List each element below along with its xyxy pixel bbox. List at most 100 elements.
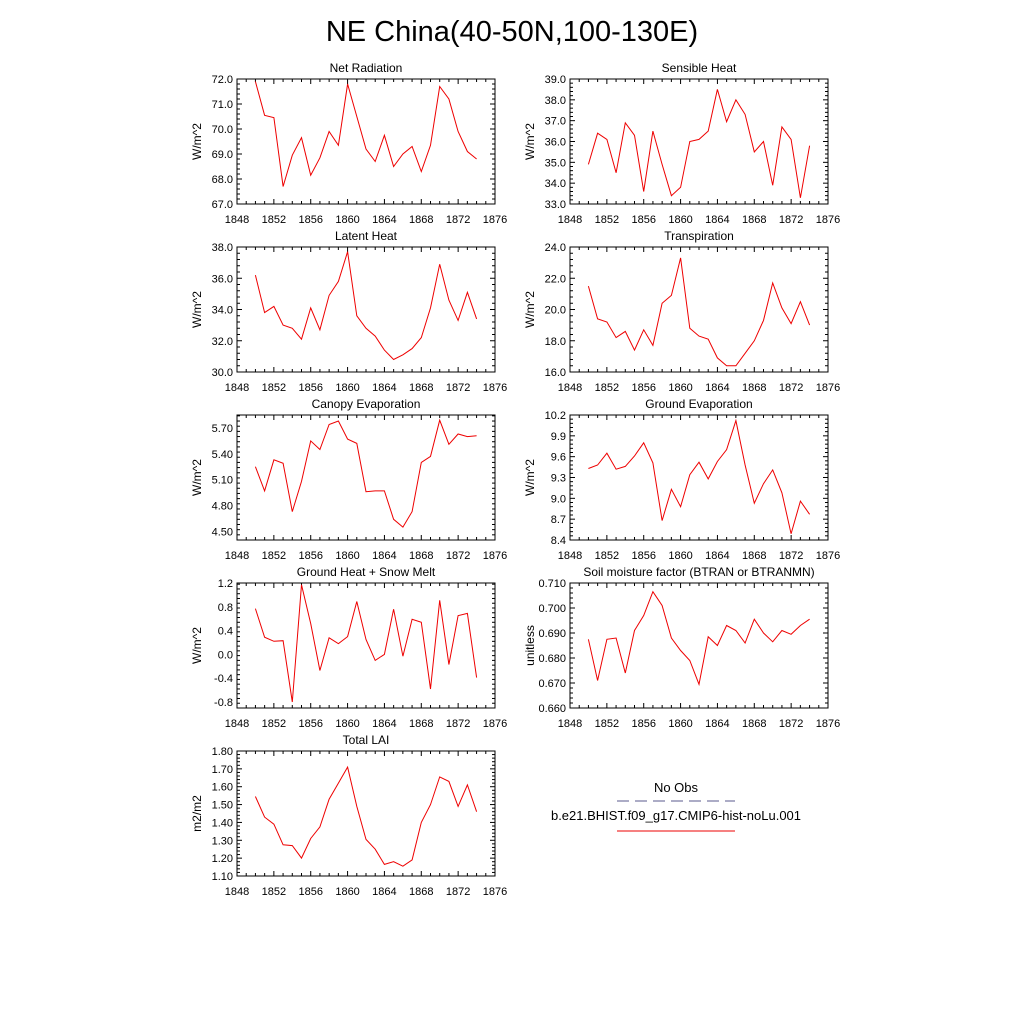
x-tick-label: 1860 — [668, 382, 692, 394]
x-tick-label: 1856 — [298, 718, 322, 730]
x-tick-label: 1852 — [262, 886, 286, 898]
y-tick-label: 4.80 — [212, 501, 233, 513]
y-tick-label: 34.0 — [545, 178, 566, 190]
y-tick-label: 4.50 — [212, 526, 233, 538]
y-tick-label: 36.0 — [545, 137, 566, 149]
x-tick-label: 1860 — [668, 214, 692, 226]
y-tick-label: 0.680 — [538, 653, 566, 665]
x-tick-label: 1868 — [742, 718, 766, 730]
y-tick-label: 9.3 — [551, 473, 566, 485]
x-tick-label: 1848 — [225, 550, 249, 562]
plot-frame — [236, 582, 496, 709]
series-line — [254, 584, 478, 703]
y-tick-label: -0.4 — [214, 673, 233, 685]
panels-group: Net Radiation W/m^2 1848 1852 1856 1860 1864 18… — [190, 61, 840, 898]
panel-2: Sensible Heat W/m^2 1848 1852 1856 1860 1864 18… — [523, 61, 840, 226]
y-tick-label: 18.0 — [545, 336, 566, 348]
x-tick-label: 1860 — [668, 550, 692, 562]
x-tick-label: 1852 — [595, 550, 619, 562]
x-tick-label: 1876 — [483, 550, 507, 562]
x-tick-label: 1872 — [446, 718, 470, 730]
y-tick-label: 5.70 — [212, 423, 233, 435]
x-tick-label: 1860 — [335, 214, 359, 226]
y-tick-label: 0.8 — [218, 602, 233, 614]
y-tick-label: 5.40 — [212, 449, 233, 461]
x-tick-label: 1852 — [262, 550, 286, 562]
x-tick-label: 1860 — [335, 382, 359, 394]
x-tick-label: 1848 — [225, 886, 249, 898]
plot-frame — [236, 750, 496, 877]
y-tick-label: 1.80 — [212, 746, 233, 758]
y-tick-label: 1.60 — [212, 782, 233, 794]
x-tick-label: 1848 — [225, 214, 249, 226]
x-tick-label: 1852 — [262, 214, 286, 226]
y-axis-label: m2/m2 — [190, 795, 204, 832]
x-tick-label: 1876 — [483, 214, 507, 226]
x-tick-label: 1876 — [816, 382, 840, 394]
x-tick-label: 1856 — [631, 550, 655, 562]
y-tick-label: 1.20 — [212, 853, 233, 865]
x-tick-label: 1848 — [225, 382, 249, 394]
x-tick-label: 1864 — [372, 214, 396, 226]
y-tick-label: 10.2 — [545, 410, 566, 422]
x-tick-label: 1872 — [446, 382, 470, 394]
y-tick-label: 30.0 — [212, 367, 233, 379]
y-tick-label: 39.0 — [545, 74, 566, 86]
y-tick-label: 8.7 — [551, 514, 566, 526]
x-tick-label: 1848 — [558, 718, 582, 730]
y-tick-label: 0.710 — [538, 578, 566, 590]
x-tick-label: 1860 — [668, 718, 692, 730]
x-tick-label: 1876 — [483, 886, 507, 898]
panel-title: Canopy Evaporation — [312, 397, 421, 411]
x-tick-label: 1864 — [372, 550, 396, 562]
panel-title: Transpiration — [664, 229, 734, 243]
panel-9: Total LAI m2/m2 1848 1852 1856 1860 1864 1868 18… — [190, 733, 507, 898]
x-tick-label: 1876 — [816, 214, 840, 226]
panel-title: Ground Evaporation — [645, 397, 752, 411]
x-tick-label: 1852 — [262, 382, 286, 394]
x-tick-label: 1868 — [742, 550, 766, 562]
panel-title: Sensible Heat — [662, 61, 737, 75]
y-tick-label: 36.0 — [212, 273, 233, 285]
y-tick-label: 37.0 — [545, 116, 566, 128]
x-tick-label: 1876 — [483, 382, 507, 394]
y-axis-label: W/m^2 — [190, 291, 204, 328]
panel-title: Total LAI — [343, 733, 390, 747]
y-tick-label: 0.670 — [538, 678, 566, 690]
y-tick-label: 70.0 — [212, 124, 233, 136]
x-tick-label: 1856 — [298, 214, 322, 226]
x-tick-label: 1856 — [298, 886, 322, 898]
legend-model-label: b.e21.BHIST.f09_g17.CMIP6-hist-noLu.001 — [551, 808, 801, 823]
series-line — [254, 251, 478, 361]
y-tick-label: -0.8 — [214, 697, 233, 709]
y-tick-label: 24.0 — [545, 242, 566, 254]
x-tick-label: 1868 — [409, 382, 433, 394]
y-tick-label: 1.50 — [212, 800, 233, 812]
x-tick-label: 1876 — [483, 718, 507, 730]
y-tick-label: 9.0 — [551, 493, 566, 505]
y-axis-label: unitless — [523, 625, 537, 666]
y-tick-label: 1.70 — [212, 764, 233, 776]
x-tick-label: 1868 — [742, 214, 766, 226]
x-tick-label: 1868 — [742, 382, 766, 394]
y-tick-label: 1.2 — [218, 578, 233, 590]
x-tick-label: 1864 — [705, 718, 729, 730]
panel-7: Ground Heat + Snow Melt W/m^2 1848 1852 1856… — [190, 565, 507, 730]
x-tick-label: 1864 — [372, 718, 396, 730]
y-tick-label: 38.0 — [545, 95, 566, 107]
panel-1: Net Radiation W/m^2 1848 1852 1856 1860 1864 18… — [190, 61, 507, 226]
x-tick-label: 1864 — [705, 214, 729, 226]
panel-title: Ground Heat + Snow Melt — [297, 565, 436, 579]
x-tick-label: 1856 — [298, 550, 322, 562]
x-tick-label: 1868 — [409, 550, 433, 562]
x-tick-label: 1872 — [446, 886, 470, 898]
x-tick-label: 1872 — [779, 214, 803, 226]
y-tick-label: 32.0 — [212, 336, 233, 348]
y-axis-label: W/m^2 — [190, 627, 204, 664]
plot-frame — [236, 78, 496, 205]
y-tick-label: 38.0 — [212, 242, 233, 254]
y-tick-label: 5.10 — [212, 475, 233, 487]
series-line — [587, 590, 810, 687]
series-line — [254, 81, 477, 187]
